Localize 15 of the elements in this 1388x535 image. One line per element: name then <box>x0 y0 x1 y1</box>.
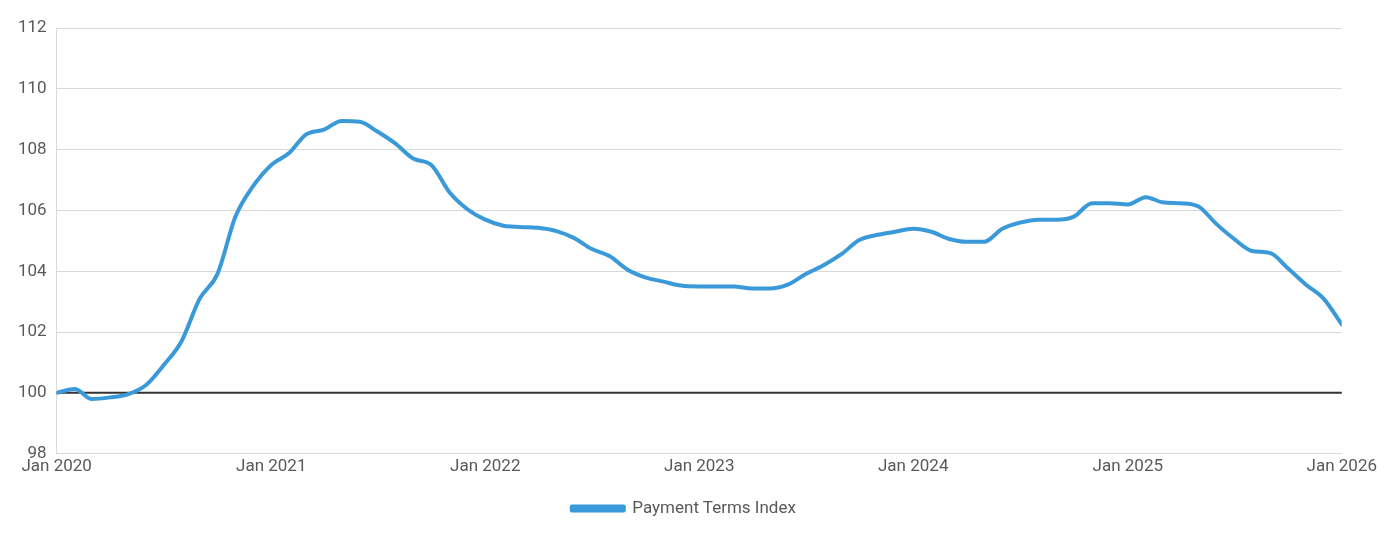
legend-label: Payment Terms Index <box>632 496 797 517</box>
x-tick-label: Jan 2024 <box>877 455 949 476</box>
y-tick-label: 108 <box>17 137 47 158</box>
y-tick-label: 110 <box>17 77 47 98</box>
x-tick-label: Jan 2023 <box>663 455 735 476</box>
x-tick-label: Jan 2026 <box>1306 455 1377 476</box>
x-tick-label: Jan 2025 <box>1092 455 1164 476</box>
y-tick-label: 104 <box>17 259 48 280</box>
y-tick-label: 112 <box>17 16 47 37</box>
x-tick-label: Jan 2022 <box>450 455 521 476</box>
line-series <box>56 118 1342 401</box>
x-tick-label: Jan 2021 <box>236 455 307 476</box>
y-tick-label: 100 <box>17 381 47 402</box>
y-tick-label: 102 <box>17 320 47 341</box>
y-tick-label: 106 <box>17 198 47 219</box>
